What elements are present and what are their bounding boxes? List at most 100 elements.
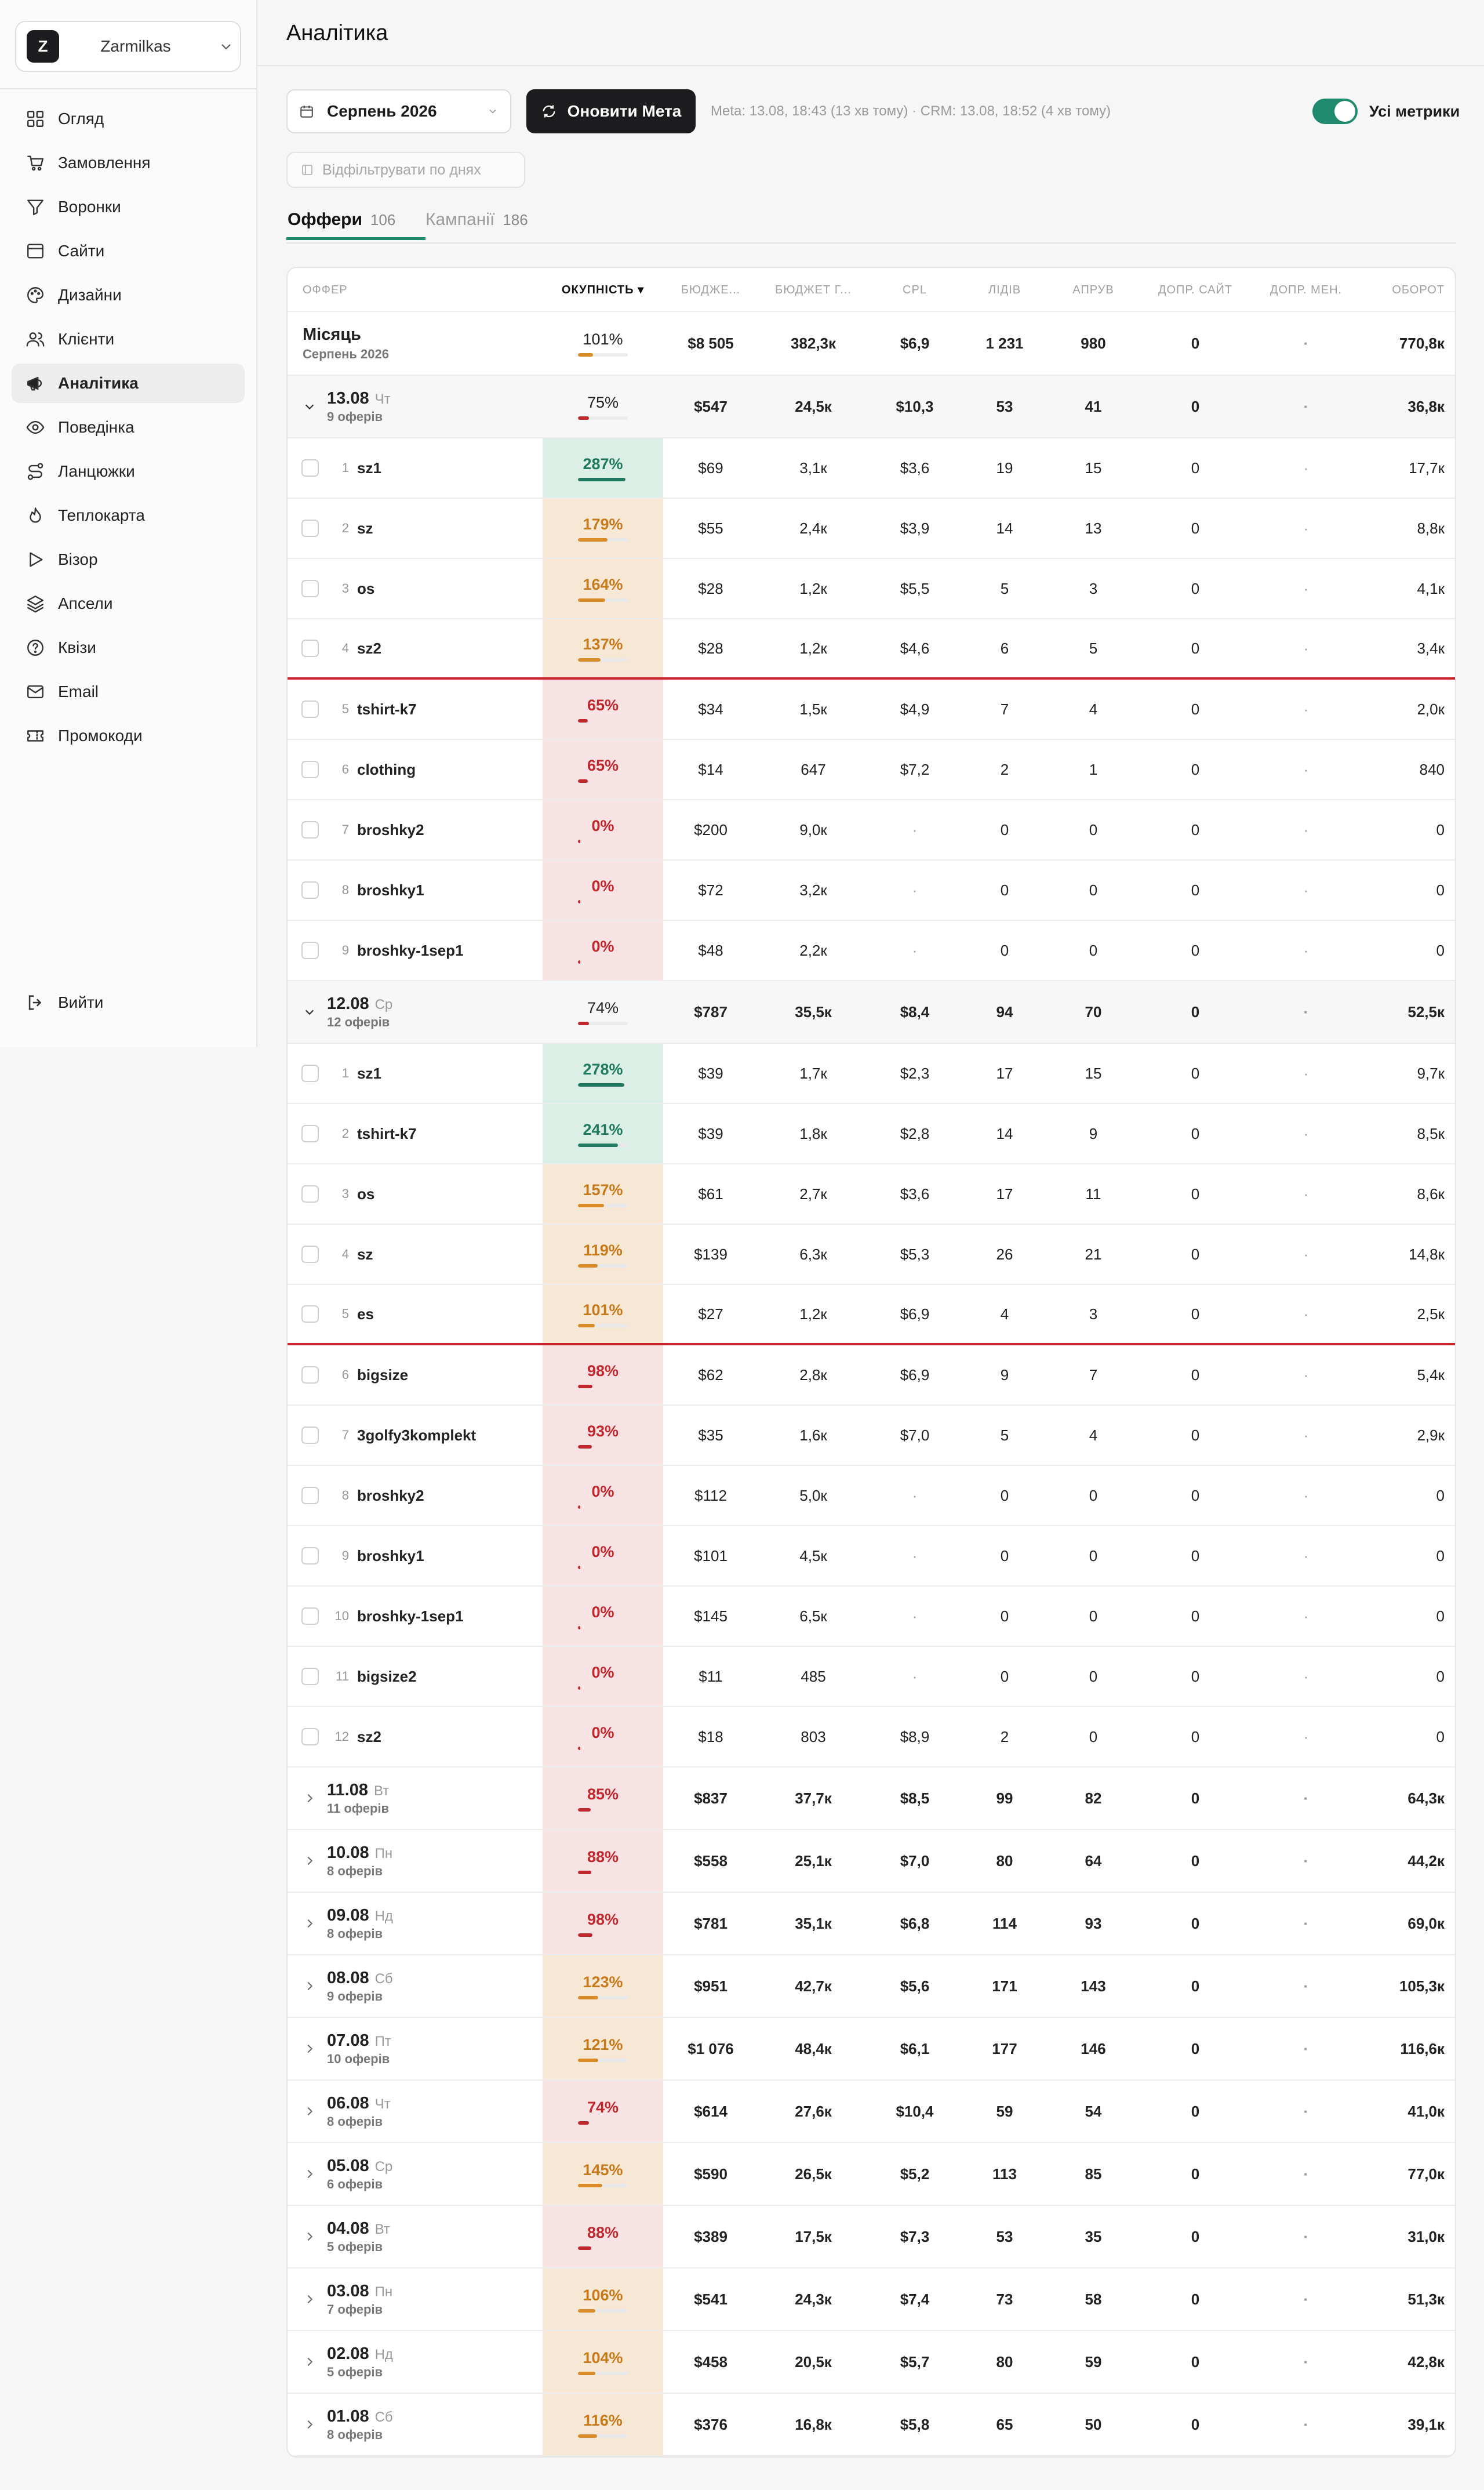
sidebar-item-8[interactable]: Ланцюжки	[12, 452, 245, 491]
chevron-right-icon[interactable]	[301, 2354, 318, 2370]
chevron-right-icon[interactable]	[301, 1978, 318, 1994]
sidebar-item-label: Аналітика	[58, 374, 139, 392]
row-checkbox[interactable]	[301, 1065, 319, 1082]
sidebar-item-14[interactable]: Промокоди	[12, 716, 245, 756]
sidebar-item-4[interactable]: Дизайни	[12, 275, 245, 315]
sidebar-item-0[interactable]: Огляд	[12, 99, 245, 139]
day-row[interactable]: 02.08 Нд 5 оферів 104% $458 20,5к $5,7 80 59 0 · 42…	[288, 2331, 1455, 2394]
chevron-right-icon[interactable]	[301, 2103, 318, 2119]
day-row[interactable]: 08.08 Сб 9 оферів 123% $951 42,7к $5,6 171 143 0 ·…	[288, 1955, 1455, 2018]
okupnist-value: 241%	[583, 1120, 623, 1138]
sidebar-item-11[interactable]: Апсели	[12, 584, 245, 623]
sidebar-item-13[interactable]: Email	[12, 672, 245, 712]
day-row[interactable]: 04.08 Вт 5 оферів 88% $389 17,5к $7,3 53 35 0 · 31,…	[288, 2206, 1455, 2268]
day-row[interactable]: 06.08 Чт 8 оферів 74% $614 27,6к $10,4 59 54 0 · 41…	[288, 2081, 1455, 2143]
row-checkbox[interactable]	[301, 459, 319, 477]
row-checkbox[interactable]	[301, 1246, 319, 1263]
chevron-right-icon[interactable]	[301, 1915, 318, 1932]
tabs: Оффери 106 Кампанії 186	[286, 204, 1456, 244]
row-checkbox[interactable]	[301, 1125, 319, 1142]
row-checkbox[interactable]	[301, 942, 319, 959]
day-row[interactable]: 12.08 Ср 12 оферів 74% $787 35,5к $8,4 94 70 0 · 52…	[288, 981, 1455, 1044]
dop-site-cell: 0	[1191, 1486, 1200, 1504]
day-row[interactable]: 03.08 Пн 7 оферів 106% $541 24,3к $7,4 73 58 0 · 51…	[288, 2268, 1455, 2331]
row-checkbox[interactable]	[301, 1366, 319, 1384]
row-checkbox[interactable]	[301, 640, 319, 657]
day-row[interactable]: 01.08 Сб 8 оферів 116% $376 16,8к $5,8 65 50 0 · 39…	[288, 2394, 1455, 2456]
offer-row: 7 broshky2 0% $200 9,0к · 0 0 0 · 0	[288, 800, 1455, 861]
sidebar-item-12[interactable]: Квізи	[12, 628, 245, 667]
sidebar-item-7[interactable]: Поведінка	[12, 408, 245, 447]
tab-campaigns[interactable]: Кампанії 186	[425, 210, 528, 230]
chevron-right-icon[interactable]	[301, 2291, 318, 2307]
sidebar-item-6[interactable]: Аналітика	[12, 364, 245, 403]
sidebar-item-3[interactable]: Сайти	[12, 231, 245, 271]
okupnist-value: 116%	[583, 2411, 623, 2429]
day-row[interactable]: 09.08 Нд 8 оферів 98% $781 35,1к $6,8 114 93 0 · 69…	[288, 1893, 1455, 1955]
row-checkbox[interactable]	[301, 1728, 319, 1745]
logout-button[interactable]: Вийти	[26, 993, 103, 1012]
row-checkbox[interactable]	[301, 1305, 319, 1323]
header-col-budget[interactable]: БЮДЖЕ...	[681, 284, 741, 296]
okupnist-cell: 85%	[543, 1767, 663, 1829]
chevron-right-icon[interactable]	[301, 2416, 318, 2433]
sidebar-item-10[interactable]: Візор	[12, 540, 245, 579]
row-checkbox[interactable]	[301, 1668, 319, 1685]
row-checkbox[interactable]	[301, 1607, 319, 1625]
workspace-switcher[interactable]: Z Zarmilkas	[15, 21, 241, 72]
offer-row: 2 tshirt-k7 241% $39 1,8к $2,8 14 9 0 · 8,5к	[288, 1104, 1455, 1164]
row-checkbox[interactable]	[301, 1185, 319, 1203]
header-col-okupnist[interactable]: ОКУПНІСТЬ ▾	[561, 284, 645, 296]
header-col-budget-hrn[interactable]: БЮДЖЕТ Г...	[775, 284, 852, 296]
header-col-turnover[interactable]: ОБОРОТ	[1392, 284, 1445, 296]
row-checkbox[interactable]	[301, 520, 319, 537]
okupnist-cell: 88%	[543, 2206, 663, 2267]
row-checkbox[interactable]	[301, 881, 319, 899]
dop-men-cell: ·	[1303, 2290, 1309, 2308]
day-row[interactable]: 10.08 Пн 8 оферів 88% $558 25,1к $7,0 80 64 0 · 44,…	[288, 1830, 1455, 1893]
chevron-down-icon[interactable]	[301, 1004, 318, 1020]
offer-rank: 7	[341, 1428, 349, 1442]
header-col-dop-site[interactable]: ДОПР. САЙТ	[1158, 284, 1233, 296]
chevron-right-icon[interactable]	[301, 2166, 318, 2182]
offer-name: 3golfy3komplekt	[357, 1426, 477, 1444]
okupnist-cell: 0%	[543, 921, 663, 980]
header-col-dop-men[interactable]: ДОПР. МЕН.	[1270, 284, 1343, 296]
chevron-right-icon[interactable]	[301, 2041, 318, 2057]
row-checkbox[interactable]	[301, 1487, 319, 1504]
day-row[interactable]: 05.08 Ср 6 оферів 145% $590 26,5к $5,2 113 85 0 · 7…	[288, 2143, 1455, 2206]
header-col-leads[interactable]: ЛІДІВ	[988, 284, 1021, 296]
sidebar-item-2[interactable]: Воронки	[12, 187, 245, 227]
leads-cell: 1 231	[985, 334, 1024, 352]
header-col-cpl[interactable]: CPL	[903, 284, 927, 296]
chevron-down-icon[interactable]	[301, 398, 318, 415]
chevron-right-icon[interactable]	[301, 1853, 318, 1869]
dop-men-cell: ·	[1303, 700, 1309, 718]
row-checkbox[interactable]	[301, 1427, 319, 1444]
chevron-right-icon[interactable]	[301, 2228, 318, 2245]
row-checkbox[interactable]	[301, 700, 319, 718]
filter-by-days-button[interactable]: Відфільтрувати по днях	[286, 152, 525, 188]
day-row[interactable]: 07.08 Пт 10 оферів 121% $1 076 48,4к $6,1 177 14…	[288, 2018, 1455, 2081]
row-checkbox[interactable]	[301, 761, 319, 778]
row-checkbox[interactable]	[301, 821, 319, 839]
refresh-meta-button[interactable]: Оновити Мета	[526, 89, 696, 133]
okupnist-bar	[578, 2058, 628, 2062]
all-metrics-toggle[interactable]	[1312, 99, 1358, 124]
header-col-offer[interactable]: ОФФЕР	[303, 284, 348, 296]
day-weekday: Пн	[374, 1845, 393, 1861]
okupnist-bar	[578, 658, 628, 662]
day-row[interactable]: 11.08 Вт 11 оферів 85% $837 37,7к $8,5 99 82 0 · 64…	[288, 1767, 1455, 1830]
header-col-approve[interactable]: АПРУВ	[1072, 284, 1114, 296]
row-checkbox[interactable]	[301, 1547, 319, 1565]
chevron-right-icon[interactable]	[301, 1790, 318, 1806]
tab-offers[interactable]: Оффери 106	[286, 210, 425, 240]
day-row[interactable]: 13.08 Чт 9 оферів 75% $547 24,5к $10,3 53 41 0 · 36…	[288, 376, 1455, 438]
sidebar-item-9[interactable]: Теплокарта	[12, 496, 245, 535]
sidebar-item-5[interactable]: Клієнти	[12, 320, 245, 359]
turnover-cell: 39,1к	[1407, 2415, 1445, 2433]
sidebar-item-1[interactable]: Замовлення	[12, 143, 245, 183]
dop-men-cell: ·	[1303, 2165, 1309, 2183]
month-selector[interactable]: Серпень 2026	[286, 89, 511, 133]
row-checkbox[interactable]	[301, 580, 319, 597]
